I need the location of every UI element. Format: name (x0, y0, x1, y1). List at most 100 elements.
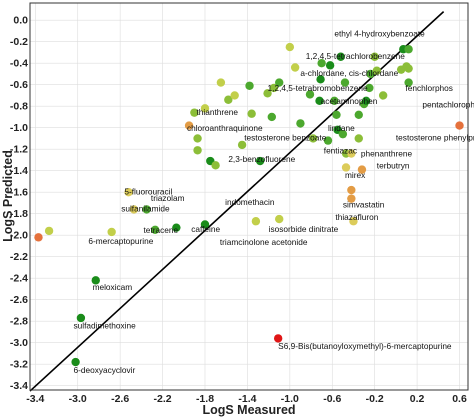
point-annotation: sulfanilamide (121, 204, 170, 214)
point-annotations: ethyl 4-hydroxybenzoate 1,2,4,5-tetrachlo… (73, 28, 474, 374)
y-tick-label: -3.2 (10, 359, 28, 371)
y-tick-label: -2.6 (10, 294, 28, 306)
grid-lines (30, 3, 468, 390)
data-point (237, 140, 247, 150)
data-point (296, 119, 305, 128)
data-point (172, 223, 181, 232)
data-point (316, 75, 325, 84)
data-point (142, 205, 151, 214)
point-annotation: a-chlordane, cis-chlordane (300, 68, 398, 78)
data-point (193, 134, 202, 143)
point-annotation: chloroanthraquinone (187, 123, 263, 133)
x-tick-label: -1.8 (196, 393, 214, 405)
data-point (273, 334, 283, 343)
point-annotation: 1,2,4,5-tetrachlorobenzene (306, 51, 406, 61)
data-point (305, 90, 315, 99)
point-annotation: 2,3-benzofluorene (228, 154, 295, 164)
data-point (200, 220, 210, 229)
data-point (44, 226, 54, 236)
data-point (216, 78, 226, 87)
point-annotation: acetaminophen (321, 96, 378, 106)
data-point (71, 357, 80, 367)
reference-line (29, 11, 445, 392)
data-point (340, 78, 350, 87)
data-point (224, 95, 233, 104)
data-point (107, 227, 116, 237)
x-tick-label: -2.2 (154, 393, 172, 405)
data-point (129, 205, 139, 214)
x-tick-label: 0.2 (410, 393, 425, 405)
data-point (184, 121, 194, 130)
point-annotation: triazolam (151, 193, 185, 203)
point-annotation: 6-deoxyacyclovir (73, 365, 135, 375)
point-annotation: 5-fluorouracil (124, 186, 172, 196)
data-point (230, 91, 239, 100)
reference-line-layer (29, 11, 445, 392)
point-annotation: lindane (328, 123, 355, 133)
y-tick-label: -1.2 (10, 144, 28, 156)
y-tick-label: -3.4 (10, 380, 28, 392)
x-axis-title: LogS Measured (202, 403, 295, 417)
x-tick-label: -1.0 (281, 393, 299, 405)
data-point (361, 96, 371, 106)
data-point (251, 217, 261, 226)
data-point (404, 45, 413, 54)
y-tick-label: -1.0 (10, 122, 28, 134)
data-point (347, 194, 356, 203)
point-annotation: indomethacin (225, 197, 275, 207)
data-point (315, 96, 324, 106)
point-annotation: ethyl 4-hydroxybenzoate (334, 28, 425, 38)
data-point (200, 104, 210, 113)
y-tick-label: -0.2 (10, 36, 28, 48)
data-point (404, 78, 413, 87)
point-annotation: caffeine (191, 224, 220, 234)
data-point (336, 52, 345, 61)
data-point (263, 89, 272, 98)
point-annotation: testosterone phenylpropionate (396, 133, 474, 143)
y-tick-label: 0.0 (13, 15, 28, 27)
x-tick-label: -3.0 (69, 393, 87, 405)
data-point (290, 63, 300, 72)
x-tick-label: -2.6 (111, 393, 129, 405)
point-annotation: mirex (345, 170, 366, 180)
data-point (372, 66, 381, 75)
data-point (76, 313, 86, 323)
y-tick-label: -2.0 (10, 230, 28, 242)
point-annotation: pentachlorophenol (422, 99, 474, 109)
point-annotation: isosorbide dinitrate (269, 224, 339, 234)
point-annotation: thianthrene (197, 107, 239, 117)
point-annotation: sulfadimethoxine (73, 321, 136, 331)
data-point (347, 149, 356, 158)
data-point (404, 64, 413, 73)
data-point (347, 185, 356, 195)
x-tick-label: -0.6 (323, 393, 341, 405)
x-tick-labels: -3.4 -3.0 -2.6 -2.2 -1.8 -1.4 -1.0 -0.6 -0.2 0.2 0… (26, 393, 467, 405)
data-point (332, 110, 341, 120)
data-point (190, 108, 199, 117)
point-annotation: meloxicam (93, 282, 133, 292)
data-point (275, 78, 284, 87)
y-tick-labels: 0.0 -0.2 -0.4 -0.6 -0.8 -1.0 -1.2 -1.4 -1.6 -1.8 -… (10, 15, 28, 393)
data-point (455, 121, 464, 130)
point-annotation: tetracene (143, 225, 178, 235)
point-annotation: simvastatin (343, 199, 385, 209)
data-point (370, 52, 379, 61)
point-annotation: thiazafluron (335, 212, 378, 222)
x-tick-label: -3.4 (26, 393, 44, 405)
x-tick-label: -1.4 (238, 393, 256, 405)
y-tick-label: -1.6 (10, 187, 28, 199)
point-annotation: S6,9-Bis(butanoyloxymethyl)-6-mercaptopu… (278, 341, 452, 351)
y-tick-label: -2.2 (10, 251, 28, 263)
plot-frame (29, 2, 469, 391)
point-annotation: 6-mercaptopurine (88, 236, 153, 246)
data-point (211, 161, 220, 170)
data-point (366, 69, 375, 79)
data-point (247, 109, 256, 118)
data-point (267, 112, 277, 122)
data-point (354, 134, 363, 143)
data-points (34, 42, 464, 367)
data-point (341, 163, 351, 172)
point-annotation: fentiazac (324, 146, 357, 156)
y-tick-label: -0.4 (10, 58, 28, 70)
